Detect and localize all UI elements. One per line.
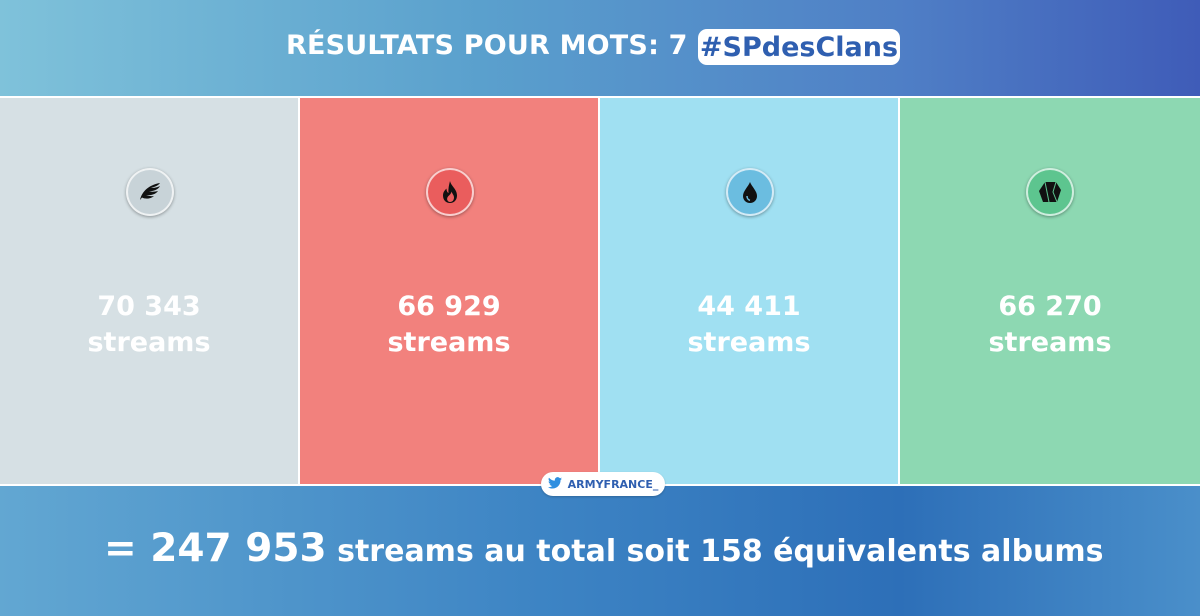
wing-icon: [126, 168, 174, 216]
twitter-handle: ARMYFRANCE_: [567, 477, 659, 491]
twitter-credit-badge: ARMYFRANCE_: [541, 472, 665, 496]
water-drop-icon: [726, 168, 774, 216]
stream-count: 66 929: [397, 291, 501, 322]
clan-panels: 70 343 streams 66 929 streams 44 411 str…: [0, 96, 1200, 486]
clan-panel-fire: 66 929 streams: [300, 98, 600, 484]
footer-banner: = 247 953 streams au total soit 158 équi…: [0, 486, 1200, 616]
twitter-bird-icon: [547, 476, 568, 492]
total-summary: = 247 953 streams au total soit 158 équi…: [104, 526, 1104, 571]
clan-panel-earth: 66 270 streams: [900, 98, 1200, 484]
clan-panel-water: 44 411 streams: [600, 98, 900, 484]
results-title: RÉSULTATS POUR MOTS: 7: [286, 30, 688, 61]
stream-count: 44 411: [697, 291, 801, 322]
header-banner: RÉSULTATS POUR MOTS: 7 #SPdesClans: [0, 0, 1200, 96]
clan-panel-wind: 70 343 streams: [0, 98, 300, 484]
rock-icon: [1026, 168, 1074, 216]
stream-unit: streams: [87, 327, 211, 358]
stream-unit: streams: [687, 327, 811, 358]
stream-unit: streams: [387, 327, 511, 358]
hashtag-badge: #SPdesClans: [698, 29, 900, 65]
stream-count: 70 343: [97, 291, 201, 322]
stream-unit: streams: [988, 327, 1112, 358]
total-summary-text: streams au total soit 158 équivalents al…: [326, 534, 1104, 569]
flame-icon: [426, 168, 474, 216]
stream-count: 66 270: [998, 291, 1102, 322]
total-streams-value: = 247 953: [104, 526, 327, 571]
